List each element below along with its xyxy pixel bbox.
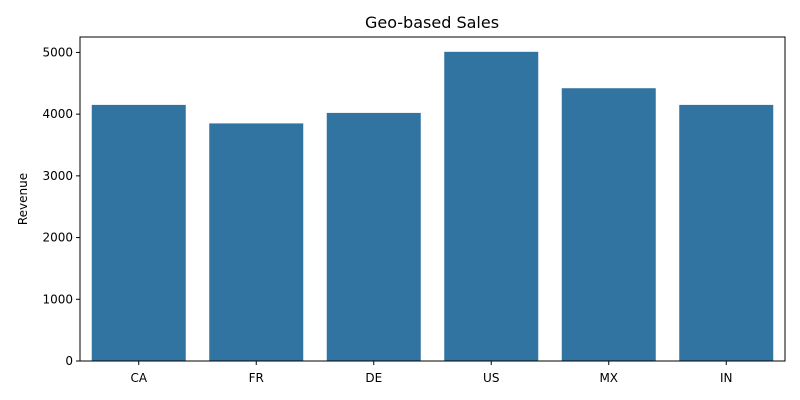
bar-fr xyxy=(209,123,304,362)
bar-in xyxy=(679,104,774,361)
y-tick-label: 2000 xyxy=(42,231,73,245)
chart-title: Geo-based Sales xyxy=(365,13,499,32)
y-axis-label: Revenue xyxy=(16,173,30,225)
bar-mx xyxy=(561,88,656,361)
bar-ca xyxy=(91,104,186,361)
x-tick-label: CA xyxy=(130,371,147,385)
plot-area: 0 1000 2000 3000 4000 5000 CA FR DE US MX IN xyxy=(42,36,786,385)
x-tick-label: MX xyxy=(599,371,618,385)
bar-de xyxy=(326,112,421,361)
y-tick-label: 0 xyxy=(65,354,73,368)
y-tick-label: 4000 xyxy=(42,107,73,121)
bar-us xyxy=(444,51,539,362)
y-tick-label: 5000 xyxy=(42,45,73,59)
plot-frame xyxy=(79,36,786,362)
y-tick-label: 3000 xyxy=(42,169,73,183)
y-tick-label: 1000 xyxy=(42,292,73,306)
x-tick-label: US xyxy=(483,371,499,385)
x-tick-label: DE xyxy=(365,371,382,385)
x-tick-label: IN xyxy=(720,371,733,385)
x-tick-label: FR xyxy=(249,371,264,385)
